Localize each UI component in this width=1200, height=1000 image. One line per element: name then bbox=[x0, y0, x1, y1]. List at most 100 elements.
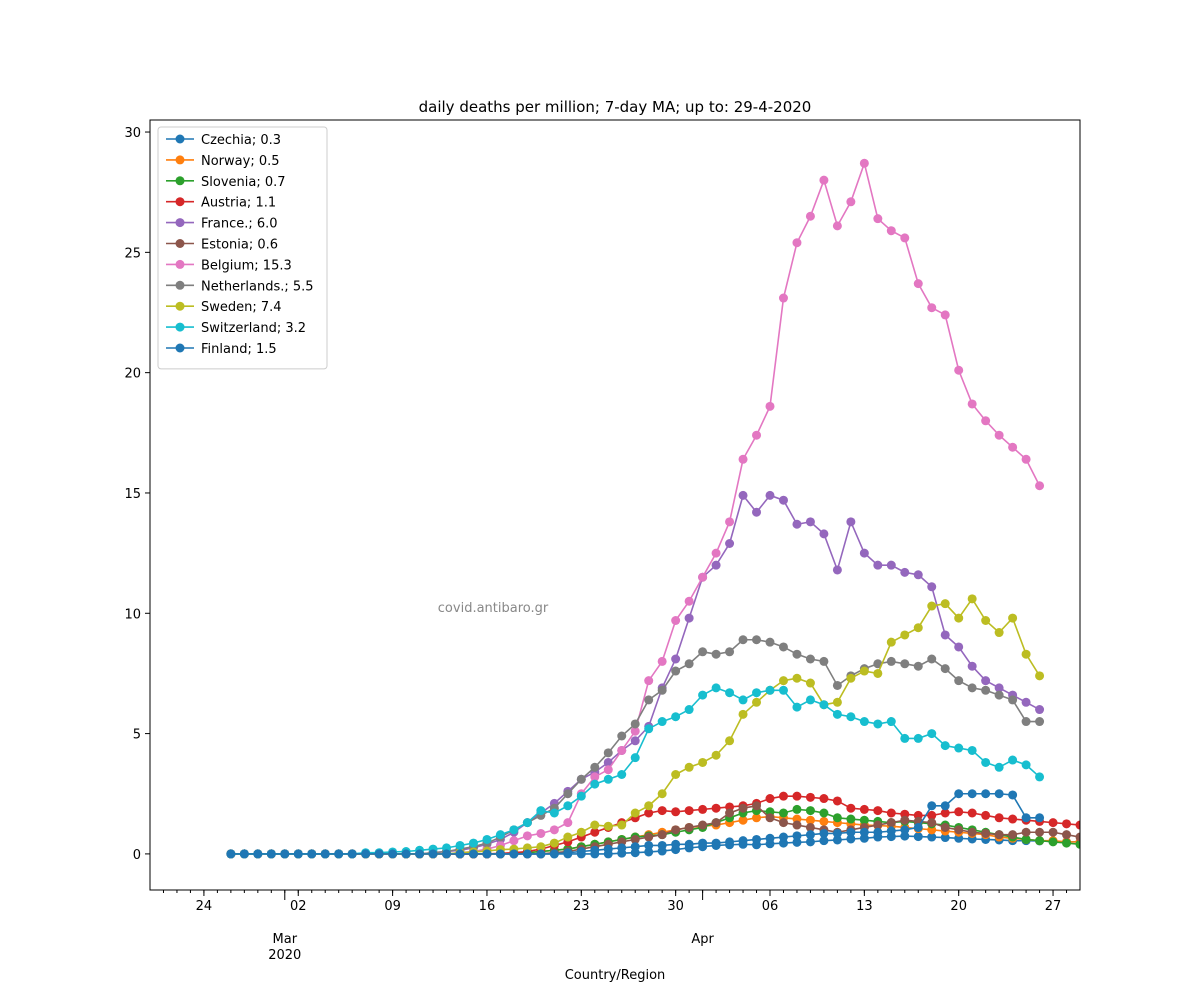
data-point bbox=[698, 647, 708, 657]
legend-label: Austria; 1.1 bbox=[201, 196, 276, 211]
y-tick-label: 10 bbox=[124, 607, 141, 622]
data-point bbox=[684, 839, 694, 849]
data-point bbox=[913, 661, 923, 671]
data-point bbox=[752, 813, 762, 823]
legend-item: Switzerland; 3.2 bbox=[166, 321, 306, 336]
data-point bbox=[657, 840, 667, 850]
data-point bbox=[940, 801, 950, 811]
legend-item: Sweden; 7.4 bbox=[166, 300, 282, 315]
data-point bbox=[994, 683, 1004, 693]
data-point bbox=[1089, 837, 1098, 846]
data-point bbox=[913, 570, 923, 580]
data-point bbox=[805, 517, 815, 527]
data-point bbox=[455, 849, 465, 859]
data-point bbox=[954, 642, 964, 652]
data-point bbox=[913, 623, 923, 633]
series-layer bbox=[226, 158, 1152, 859]
data-point bbox=[657, 806, 667, 816]
data-point bbox=[752, 801, 762, 811]
data-point bbox=[347, 849, 357, 859]
data-point bbox=[563, 801, 573, 811]
x-tick-label: 20 bbox=[950, 899, 967, 914]
data-point bbox=[698, 690, 708, 700]
data-point bbox=[832, 835, 842, 845]
data-point bbox=[846, 803, 856, 813]
data-point bbox=[954, 676, 964, 686]
series-line bbox=[230, 493, 1040, 855]
data-point bbox=[644, 676, 654, 686]
data-point bbox=[334, 849, 344, 859]
data-point bbox=[805, 654, 815, 664]
data-point bbox=[1116, 840, 1125, 849]
data-point bbox=[617, 820, 627, 830]
series-line bbox=[230, 160, 1041, 855]
data-point bbox=[576, 827, 586, 837]
data-point bbox=[1143, 835, 1152, 844]
data-point bbox=[711, 560, 721, 570]
data-point bbox=[603, 765, 613, 775]
data-point bbox=[644, 695, 654, 705]
data-point bbox=[805, 211, 815, 221]
y-tick-label: 20 bbox=[124, 367, 141, 382]
data-point bbox=[1062, 819, 1072, 829]
data-point bbox=[778, 832, 788, 842]
data-point bbox=[805, 678, 815, 688]
data-point bbox=[819, 808, 829, 818]
data-point bbox=[792, 702, 802, 712]
data-point bbox=[1089, 839, 1098, 848]
data-point bbox=[913, 279, 923, 289]
data-point bbox=[684, 822, 694, 832]
data-point bbox=[576, 774, 586, 784]
y-tick-label: 30 bbox=[124, 126, 141, 141]
data-point bbox=[981, 828, 991, 838]
legend-box bbox=[157, 126, 328, 370]
data-point bbox=[671, 825, 681, 835]
data-point bbox=[778, 791, 788, 801]
data-point bbox=[859, 666, 869, 676]
data-point bbox=[711, 818, 721, 828]
data-point bbox=[401, 849, 411, 859]
data-point bbox=[711, 838, 721, 848]
data-point bbox=[468, 838, 478, 848]
legend-swatch-marker bbox=[175, 259, 185, 269]
data-point bbox=[940, 599, 950, 609]
data-point bbox=[832, 680, 842, 690]
data-point bbox=[819, 175, 829, 185]
data-point bbox=[482, 834, 492, 844]
data-point bbox=[859, 158, 869, 168]
legend-item: France.; 6.0 bbox=[166, 217, 278, 232]
data-point bbox=[1008, 814, 1018, 824]
data-point bbox=[644, 840, 654, 850]
data-point bbox=[509, 825, 519, 835]
data-point bbox=[644, 801, 654, 811]
legend-swatch-marker bbox=[175, 197, 185, 207]
data-point bbox=[886, 656, 896, 666]
data-point bbox=[711, 548, 721, 558]
data-point bbox=[1102, 823, 1111, 832]
data-point bbox=[590, 827, 600, 837]
data-point bbox=[846, 834, 856, 844]
data-point bbox=[684, 659, 694, 669]
data-point bbox=[725, 539, 735, 548]
data-point bbox=[549, 825, 559, 835]
data-point bbox=[778, 818, 788, 828]
data-point bbox=[374, 849, 384, 859]
data-point bbox=[940, 310, 950, 320]
data-point bbox=[549, 838, 559, 848]
legend-swatch-marker bbox=[175, 239, 185, 248]
data-point bbox=[684, 613, 694, 623]
data-point bbox=[792, 519, 802, 529]
data-point bbox=[792, 804, 802, 814]
data-point bbox=[994, 690, 1004, 700]
data-point bbox=[307, 849, 317, 859]
data-point bbox=[657, 717, 667, 727]
data-point bbox=[1021, 697, 1031, 707]
data-point bbox=[1143, 823, 1152, 832]
data-point bbox=[698, 820, 708, 830]
data-point bbox=[805, 815, 815, 825]
data-point bbox=[1035, 671, 1045, 681]
data-point bbox=[819, 529, 829, 539]
data-point bbox=[617, 745, 627, 755]
data-point bbox=[940, 741, 950, 751]
